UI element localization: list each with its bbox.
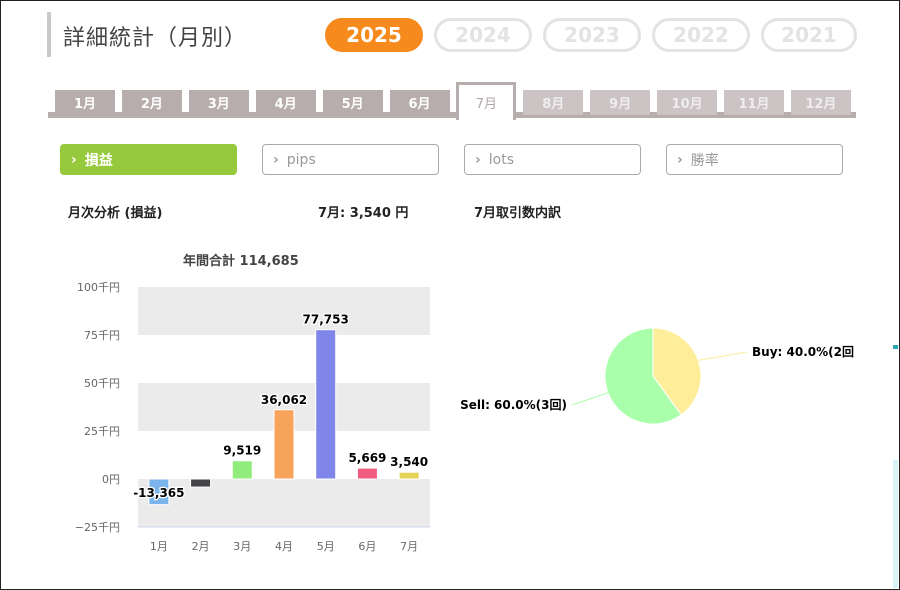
bar-7 [398, 471, 420, 480]
chevron-right-icon: › [71, 151, 77, 168]
x-tick-label: 6月 [358, 540, 376, 553]
y-tick-label: 50千円 [84, 377, 120, 390]
month-tab-7[interactable]: 7月 [456, 82, 517, 120]
pie-label: Sell: 60.0%(3回) [460, 398, 567, 412]
right-edge-strip [893, 460, 898, 588]
metric-label: lots [488, 151, 515, 168]
chevron-right-icon: › [677, 151, 683, 168]
data-label: 77,753 [303, 313, 349, 327]
y-tick-label: 75千円 [84, 329, 120, 342]
year-button-2021[interactable]: 2021 [761, 18, 857, 52]
metric-button-3[interactable]: › lots [464, 144, 641, 175]
data-label: 36,062 [261, 393, 307, 407]
pie-connector [571, 390, 612, 406]
y-tick-label: 100千円 [77, 281, 120, 294]
year-button-2025[interactable]: 2025 [325, 18, 423, 52]
bar-2 [190, 478, 212, 488]
month-tab-3[interactable]: 3月 [188, 90, 249, 115]
bar-6 [356, 467, 378, 480]
grid-band [138, 287, 430, 335]
y-tick-label: −25千円 [75, 521, 120, 534]
month-tab-1[interactable]: 1月 [55, 90, 115, 115]
x-tick-label: 1月 [150, 540, 168, 553]
y-tick-label: 0円 [102, 473, 120, 486]
data-label: 3,540 [390, 455, 428, 469]
pie-connector [698, 351, 748, 362]
month-tab-12[interactable]: 12月 [790, 90, 851, 115]
bar-5 [315, 329, 337, 480]
month-tab-11[interactable]: 11月 [724, 90, 784, 115]
bar-chart-title: 年間合計 114,685 [183, 254, 299, 269]
data-label: 5,669 [348, 451, 386, 465]
x-tick-label: 2月 [192, 540, 210, 553]
trade-breakdown-heading: 7月取引数内訳 [474, 206, 562, 221]
metric-label: 損益 [84, 152, 113, 169]
month-tab-5[interactable]: 5月 [322, 90, 383, 115]
year-button-2023[interactable]: 2023 [543, 18, 641, 52]
grid-band [138, 479, 430, 527]
pie-label: Buy: 40.0%(2回 [752, 345, 854, 359]
month-tab-9[interactable]: 9月 [590, 90, 651, 115]
monthly-analysis-heading: 月次分析 (損益) [68, 206, 163, 221]
data-label: -13,365 [133, 486, 184, 500]
month-tabs-baseline [48, 112, 856, 118]
x-tick-label: 4月 [275, 540, 293, 553]
metric-button-2[interactable]: › pips [262, 144, 439, 175]
y-tick-label: 25千円 [84, 425, 120, 438]
metric-label: pips [286, 151, 316, 168]
x-tick-label: 7月 [400, 540, 418, 553]
bar-1 [148, 478, 170, 506]
metric-label: 勝率 [690, 152, 719, 169]
month-tab-10[interactable]: 10月 [657, 90, 718, 115]
pie-slice-1 [652, 327, 702, 416]
title-accent-bar [47, 12, 51, 57]
month-tab-2[interactable]: 2月 [121, 90, 182, 115]
x-tick-label: 5月 [317, 540, 335, 553]
x-tick-label: 3月 [233, 540, 251, 553]
year-button-2022[interactable]: 2022 [652, 18, 750, 52]
month-tab-4[interactable]: 4月 [255, 90, 316, 115]
metric-button-1[interactable]: › 損益 [60, 144, 237, 175]
metric-button-4[interactable]: › 勝率 [666, 144, 843, 175]
data-label: 9,519 [223, 444, 261, 458]
month-value: 7月: 3,540 円 [318, 206, 409, 221]
month-tab-8[interactable]: 8月 [523, 90, 584, 115]
page-title: 詳細統計（月別） [63, 26, 248, 51]
bar-4 [273, 409, 295, 480]
chevron-right-icon: › [273, 151, 279, 168]
month-tab-6[interactable]: 6月 [389, 90, 450, 115]
year-button-2024[interactable]: 2024 [434, 18, 532, 52]
bar-3 [231, 460, 253, 480]
right-edge-mark [893, 345, 898, 349]
chevron-right-icon: › [475, 151, 481, 168]
